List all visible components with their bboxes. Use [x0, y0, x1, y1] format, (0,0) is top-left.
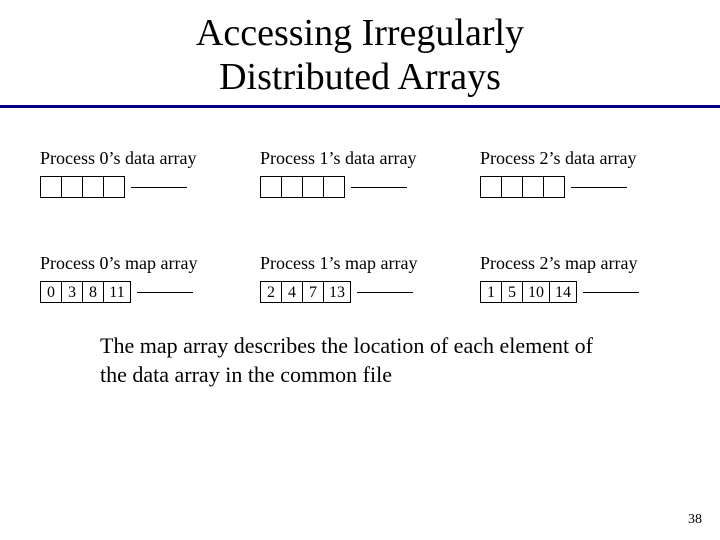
process-2-data-cells — [480, 175, 680, 199]
map-cell: 1 — [480, 281, 502, 303]
trail-line — [351, 187, 407, 188]
process-0-map-label: Process 0’s map array — [40, 253, 240, 274]
data-cell — [522, 176, 544, 198]
map-cell: 13 — [323, 281, 351, 303]
process-1-map-col: Process 1’s map array 2 4 7 13 — [260, 253, 460, 304]
data-cell — [281, 176, 303, 198]
map-cell: 11 — [103, 281, 131, 303]
map-cell: 8 — [82, 281, 104, 303]
title-line-2: Distributed Arrays — [219, 56, 501, 98]
trail-line — [131, 187, 187, 188]
process-0-map-cells: 0 3 8 11 — [40, 280, 240, 304]
data-cell — [302, 176, 324, 198]
process-1-data-col: Process 1’s data array — [260, 148, 460, 199]
process-1-data-label: Process 1’s data array — [260, 148, 460, 169]
data-cell — [61, 176, 83, 198]
data-cell — [103, 176, 125, 198]
trail-line — [571, 187, 627, 188]
process-2-data-col: Process 2’s data array — [480, 148, 680, 199]
map-cell: 10 — [522, 281, 550, 303]
map-cell: 4 — [281, 281, 303, 303]
trail-line — [357, 292, 413, 293]
data-cell — [82, 176, 104, 198]
map-cell: 5 — [501, 281, 523, 303]
process-0-data-col: Process 0’s data array — [40, 148, 240, 199]
caption-text: The map array describes the location of … — [100, 332, 620, 389]
title-line-1: Accessing Irregularly — [196, 12, 524, 54]
process-0-map-col: Process 0’s map array 0 3 8 11 — [40, 253, 240, 304]
process-2-map-cells: 1 5 10 14 — [480, 280, 680, 304]
process-2-map-col: Process 2’s map array 1 5 10 14 — [480, 253, 680, 304]
data-cell — [323, 176, 345, 198]
map-array-row: Process 0’s map array 0 3 8 11 Process 1… — [40, 253, 680, 304]
diagram-area: Process 0’s data array Process 1’s data … — [0, 108, 720, 389]
process-0-data-cells — [40, 175, 240, 199]
trail-line — [137, 292, 193, 293]
page-number: 38 — [688, 512, 702, 528]
process-0-data-label: Process 0’s data array — [40, 148, 240, 169]
data-array-row: Process 0’s data array Process 1’s data … — [40, 148, 680, 199]
process-1-map-cells: 2 4 7 13 — [260, 280, 460, 304]
row-gap — [40, 217, 680, 253]
trail-line — [583, 292, 639, 293]
map-cell: 3 — [61, 281, 83, 303]
data-cell — [480, 176, 502, 198]
data-cell — [501, 176, 523, 198]
map-cell: 7 — [302, 281, 324, 303]
data-cell — [543, 176, 565, 198]
process-2-data-label: Process 2’s data array — [480, 148, 680, 169]
process-1-data-cells — [260, 175, 460, 199]
map-cell: 2 — [260, 281, 282, 303]
process-2-map-label: Process 2’s map array — [480, 253, 680, 274]
slide-title: Accessing Irregularly Distributed Arrays — [0, 0, 720, 99]
data-cell — [260, 176, 282, 198]
map-cell: 14 — [549, 281, 577, 303]
map-cell: 0 — [40, 281, 62, 303]
data-cell — [40, 176, 62, 198]
process-1-map-label: Process 1’s map array — [260, 253, 460, 274]
